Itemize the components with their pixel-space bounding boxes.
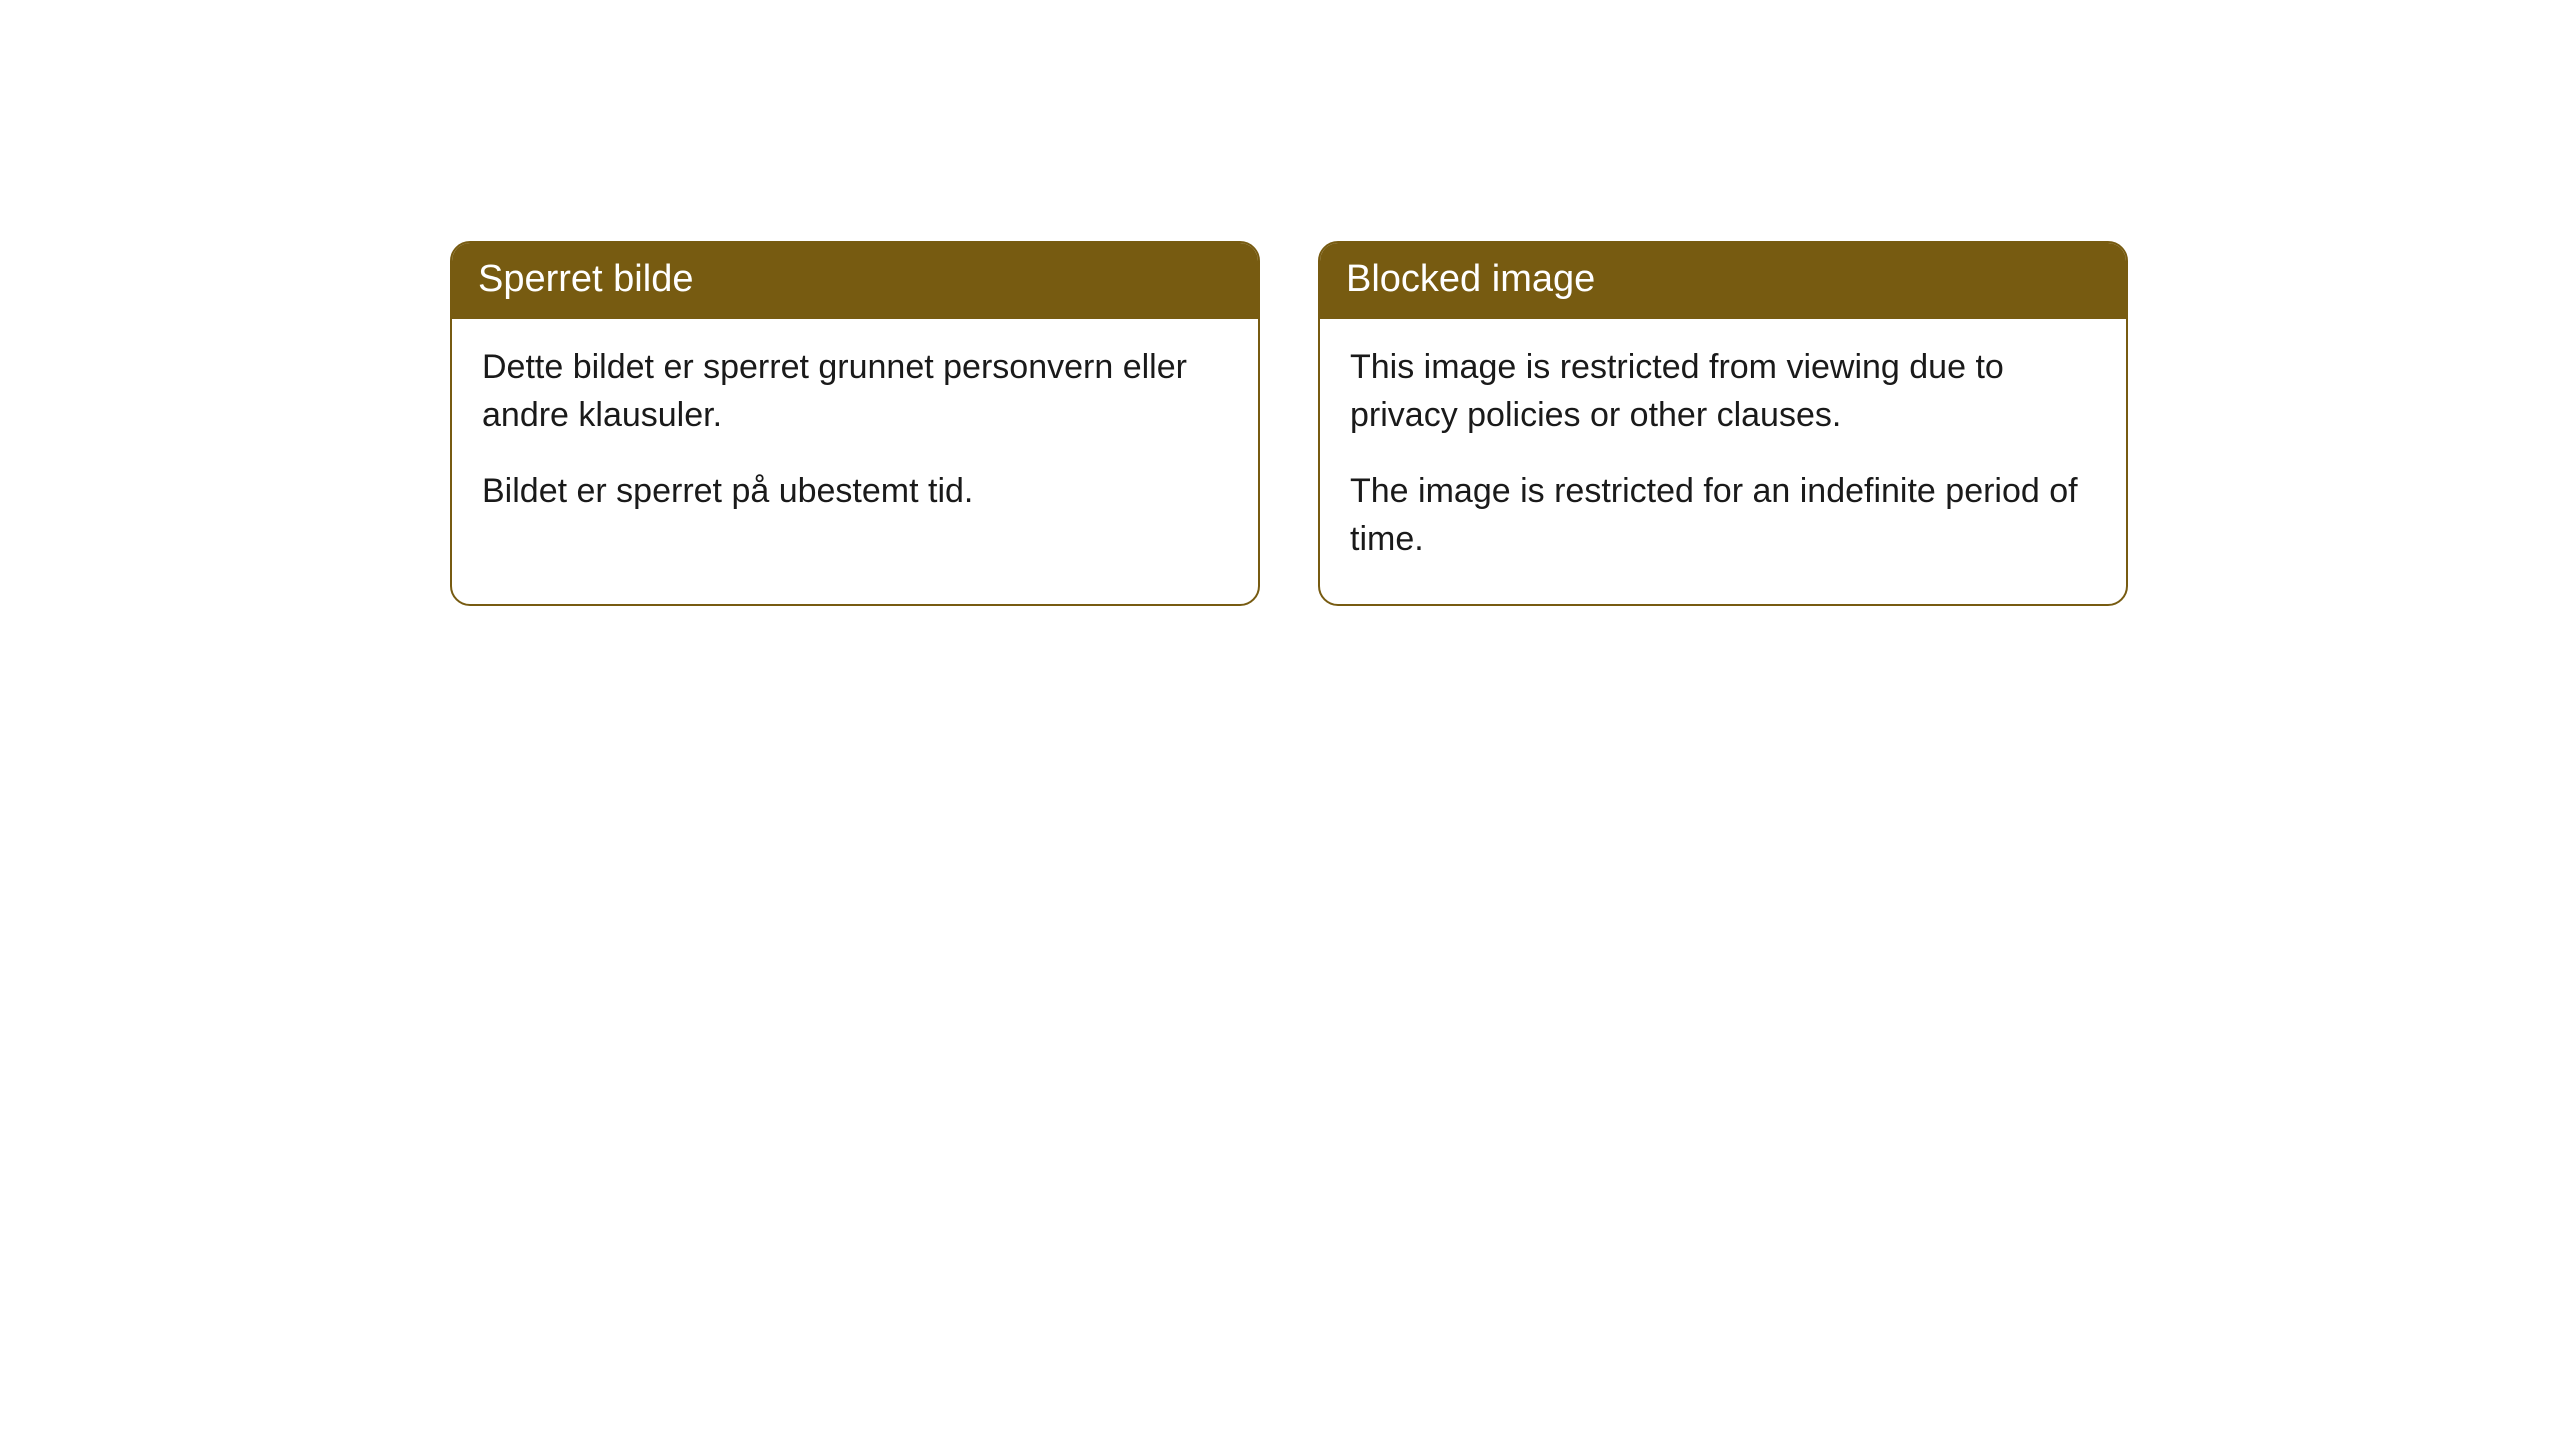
blocked-image-card-english: Blocked image This image is restricted f… bbox=[1318, 241, 2128, 606]
card-header-norwegian: Sperret bilde bbox=[452, 243, 1258, 319]
card-paragraph-1-english: This image is restricted from viewing du… bbox=[1350, 343, 2096, 440]
card-body-norwegian: Dette bildet er sperret grunnet personve… bbox=[452, 319, 1258, 556]
card-paragraph-2-norwegian: Bildet er sperret på ubestemt tid. bbox=[482, 467, 1228, 515]
card-paragraph-2-english: The image is restricted for an indefinit… bbox=[1350, 467, 2096, 564]
message-cards-container: Sperret bilde Dette bildet er sperret gr… bbox=[450, 241, 2128, 606]
card-header-english: Blocked image bbox=[1320, 243, 2126, 319]
card-paragraph-1-norwegian: Dette bildet er sperret grunnet personve… bbox=[482, 343, 1228, 440]
blocked-image-card-norwegian: Sperret bilde Dette bildet er sperret gr… bbox=[450, 241, 1260, 606]
card-body-english: This image is restricted from viewing du… bbox=[1320, 319, 2126, 604]
